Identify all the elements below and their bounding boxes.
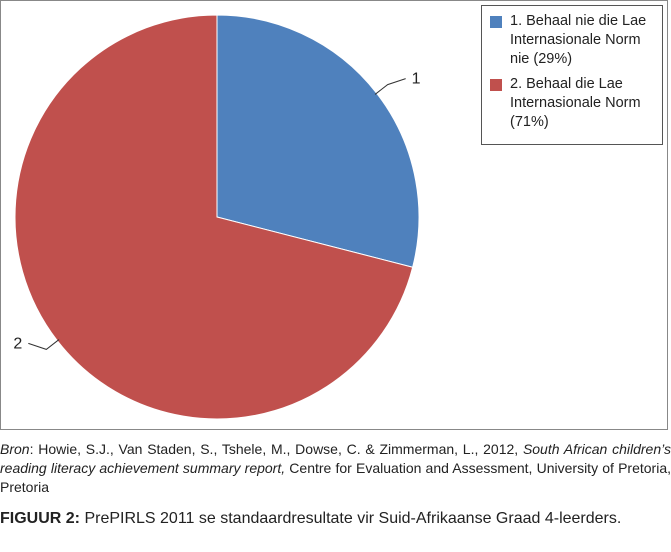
leader-line-2 [28,339,60,350]
source-text-1: : Howie, S.J., Van Staden, S., Tshele, M… [29,441,523,457]
source-label: Bron [0,441,30,457]
pie-chart: 12 [13,14,421,420]
legend-item-2: 2. Behaal die Lae Internasionale Norm (7… [490,75,656,132]
source-note: Bron: Howie, S.J., Van Staden, S., Tshel… [0,440,671,497]
legend-label-2: 2. Behaal die Lae Internasionale Norm (7… [510,76,641,130]
caption-text: PrePIRLS 2011 se standaardresultate vir … [80,510,622,527]
source-text-2: Centre for Evaluation and Assessment, Un… [0,460,671,495]
legend-label-1: 1. Behaal nie die Lae Internasionale Nor… [510,13,647,67]
slice-label-1: 1 [412,71,421,88]
legend-item-1: 1. Behaal nie die Lae Internasionale Nor… [490,12,656,69]
source-title: South African children’s reading literac… [0,441,671,476]
chart-frame [0,0,668,430]
legend-swatch-1 [490,16,502,28]
legend: 1. Behaal nie die Lae Internasionale Nor… [481,5,663,145]
legend-swatch-2 [490,79,502,91]
caption-label: FIGUUR 2: [0,510,80,527]
leader-line-1 [374,78,406,95]
figure-caption: FIGUUR 2: PrePIRLS 2011 se standaardresu… [0,509,671,529]
slice-label-2: 2 [13,335,22,352]
